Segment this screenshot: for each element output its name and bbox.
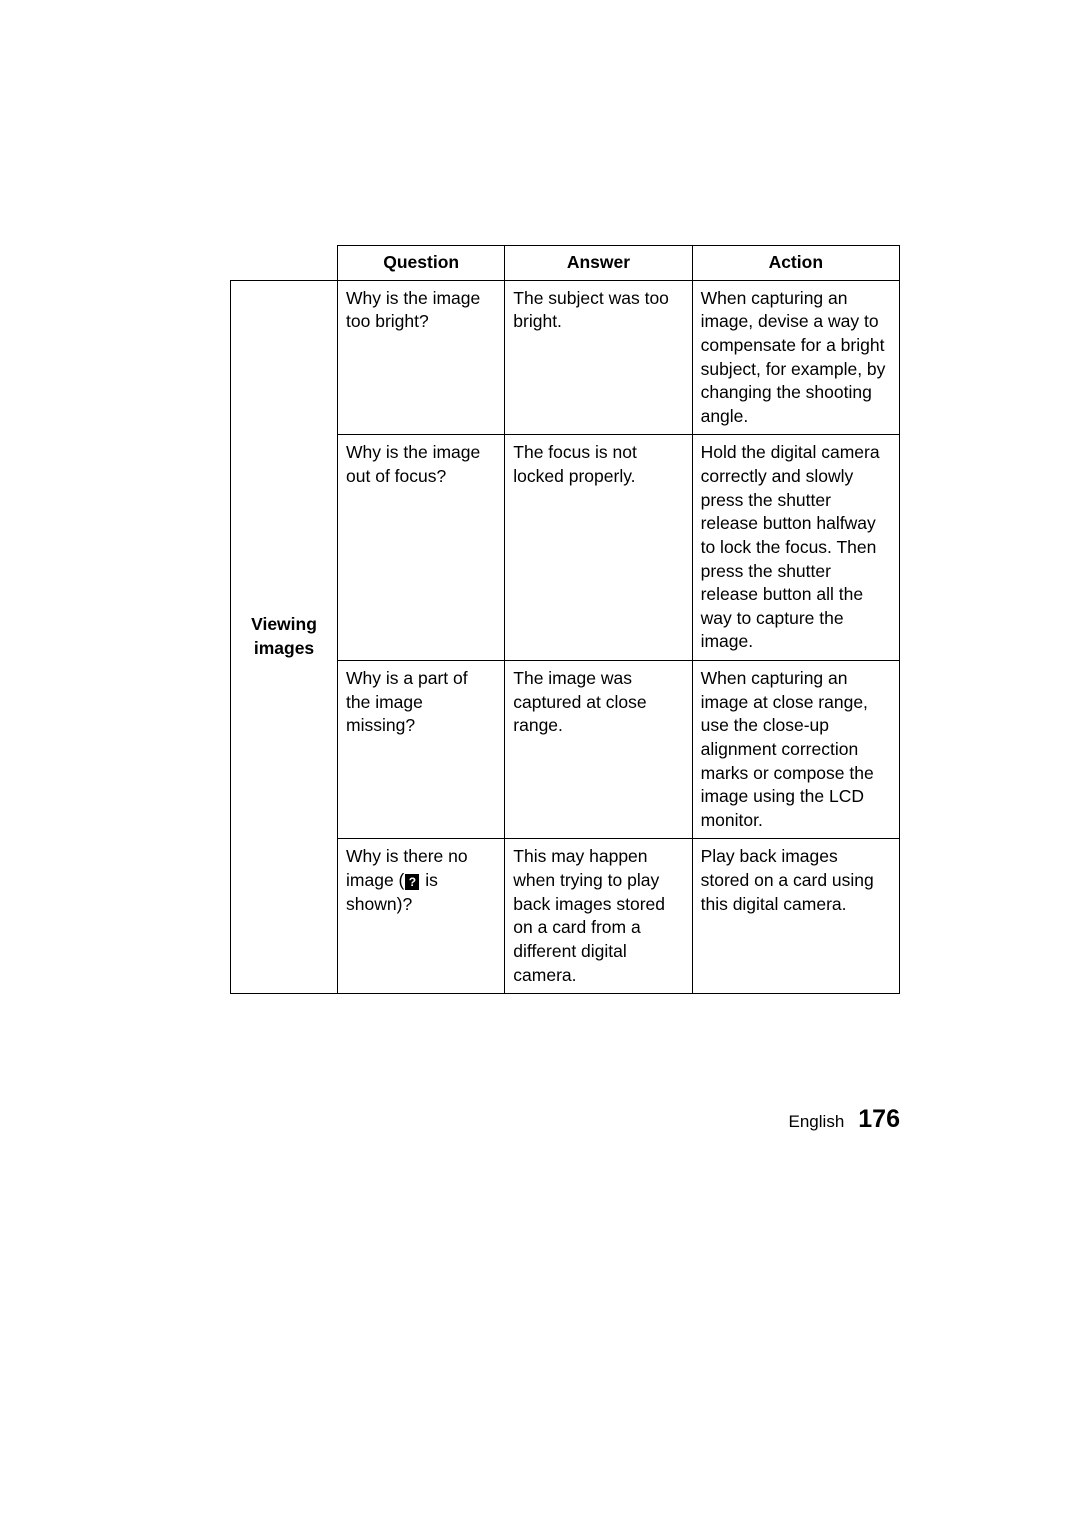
cell-answer: The focus is not locked properly. xyxy=(505,435,692,661)
document-page: Question Answer Action Viewing images Wh… xyxy=(0,0,1080,1529)
cell-action: When capturing an image at close range, … xyxy=(692,661,899,839)
header-blank xyxy=(231,246,338,281)
question-mark-icon: ? xyxy=(405,874,419,890)
cell-question: Why is the image too bright? xyxy=(338,280,505,435)
cell-answer: This may happen when trying to play back… xyxy=(505,839,692,994)
footer-language: English xyxy=(789,1112,845,1132)
table-row: Viewing images Why is the image too brig… xyxy=(231,280,900,435)
cell-answer: The image was captured at close range. xyxy=(505,661,692,839)
cell-action: When capturing an image, devise a way to… xyxy=(692,280,899,435)
table-header-row: Question Answer Action xyxy=(231,246,900,281)
category-line1: Viewing xyxy=(251,614,317,634)
page-footer: English 176 xyxy=(789,1105,900,1134)
cell-action: Hold the digital camera correctly and sl… xyxy=(692,435,899,661)
footer-page-number: 176 xyxy=(858,1105,900,1134)
cell-question: Why is a part of the image missing? xyxy=(338,661,505,839)
cell-question: Why is the image out of focus? xyxy=(338,435,505,661)
cell-action: Play back images stored on a card using … xyxy=(692,839,899,994)
header-question: Question xyxy=(338,246,505,281)
header-answer: Answer xyxy=(505,246,692,281)
category-cell: Viewing images xyxy=(231,280,338,994)
category-line2: images xyxy=(254,638,314,658)
cell-question: Why is there no image (? is shown)? xyxy=(338,839,505,994)
cell-answer: The subject was too bright. xyxy=(505,280,692,435)
troubleshooting-table: Question Answer Action Viewing images Wh… xyxy=(230,245,900,994)
header-action: Action xyxy=(692,246,899,281)
